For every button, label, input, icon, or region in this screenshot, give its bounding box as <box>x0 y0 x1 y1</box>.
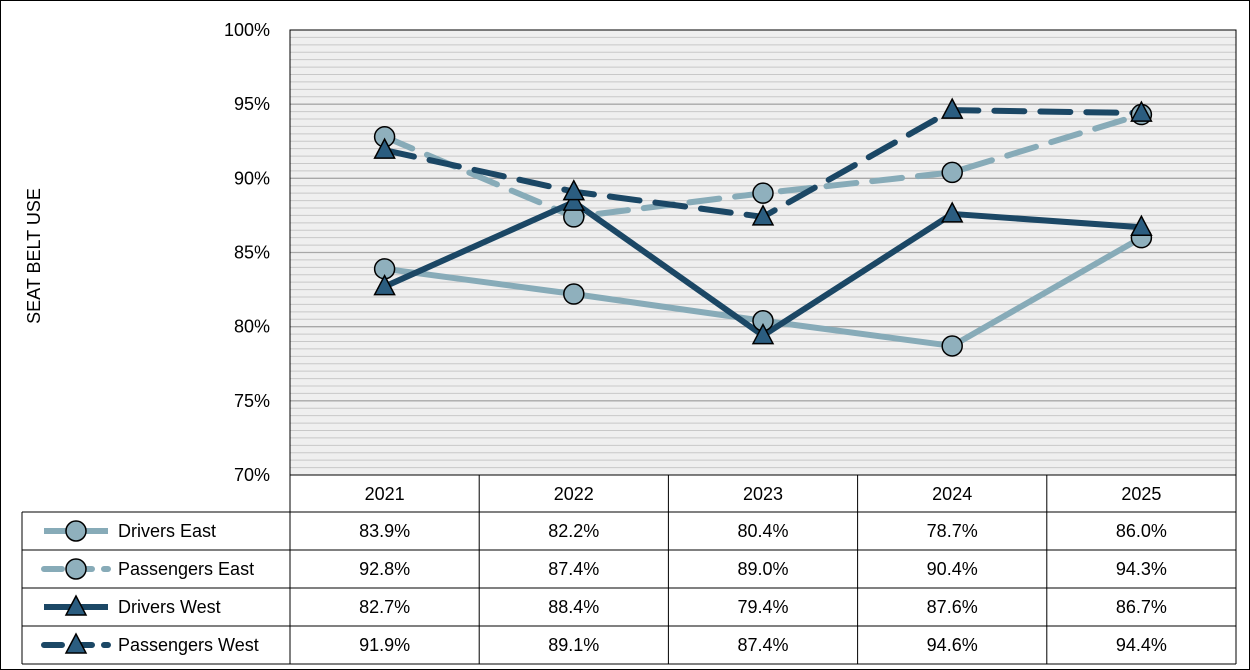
data-label: 94.4% <box>1116 635 1167 655</box>
legend-key-marker <box>65 520 87 542</box>
data-label: 86.7% <box>1116 597 1167 617</box>
legend-key-marker <box>64 632 88 654</box>
data-label: 92.8% <box>359 559 410 579</box>
legend-key-marker <box>64 594 88 616</box>
y-tick-label: 75% <box>234 391 270 411</box>
data-point-drivers-west <box>1130 214 1153 237</box>
data-label: 78.7% <box>927 521 978 541</box>
data-label: 82.7% <box>359 597 410 617</box>
legend-key-marker <box>65 558 87 580</box>
data-label: 94.6% <box>927 635 978 655</box>
data-label: 87.4% <box>548 559 599 579</box>
data-point-drivers-west <box>751 322 775 345</box>
legend-entry: Drivers West <box>118 597 221 617</box>
data-label: 90.4% <box>927 559 978 579</box>
y-tick-label: 80% <box>234 317 270 337</box>
data-point-drivers-west <box>562 189 586 211</box>
legend-entry: Drivers East <box>118 521 216 541</box>
y-tick-label: 70% <box>234 465 270 485</box>
data-point-drivers-east <box>563 283 585 305</box>
data-label: 87.4% <box>737 635 788 655</box>
data-point-drivers-east <box>941 335 963 357</box>
data-label: 79.4% <box>737 597 788 617</box>
plot-border <box>289 29 1237 476</box>
x-tick-label: 2024 <box>932 484 972 504</box>
data-point-drivers-west <box>940 201 964 223</box>
data-label: 91.9% <box>359 635 410 655</box>
x-tick-label: 2021 <box>365 484 405 504</box>
legend-entry: Passengers West <box>118 635 259 655</box>
data-label: 94.3% <box>1116 559 1167 579</box>
legend-entry: Passengers East <box>118 559 254 579</box>
data-label: 83.9% <box>359 521 410 541</box>
data-point-passengers-west <box>1130 100 1153 122</box>
y-tick-label: 85% <box>234 243 270 263</box>
data-point-passengers-west <box>940 97 964 119</box>
x-tick-label: 2022 <box>554 484 594 504</box>
data-point-passengers-east <box>752 182 774 204</box>
y-tick-label: 95% <box>234 94 270 114</box>
y-tick-label: 100% <box>224 20 270 40</box>
data-point-passengers-west <box>373 137 396 159</box>
y-axis-label: SEAT BELT USE <box>24 188 44 324</box>
data-label: 80.4% <box>737 521 788 541</box>
data-label: 86.0% <box>1116 521 1167 541</box>
data-label: 87.6% <box>927 597 978 617</box>
data-label: 89.0% <box>737 559 788 579</box>
data-point-drivers-west <box>373 274 396 296</box>
data-point-passengers-east <box>941 161 963 184</box>
data-label: 89.1% <box>548 635 599 655</box>
x-tick-label: 2025 <box>1121 484 1161 504</box>
data-label: 82.2% <box>548 521 599 541</box>
x-tick-label: 2023 <box>743 484 783 504</box>
y-tick-label: 90% <box>234 168 270 188</box>
data-point-passengers-west <box>562 179 586 201</box>
data-point-passengers-west <box>751 204 775 226</box>
data-label: 88.4% <box>548 597 599 617</box>
